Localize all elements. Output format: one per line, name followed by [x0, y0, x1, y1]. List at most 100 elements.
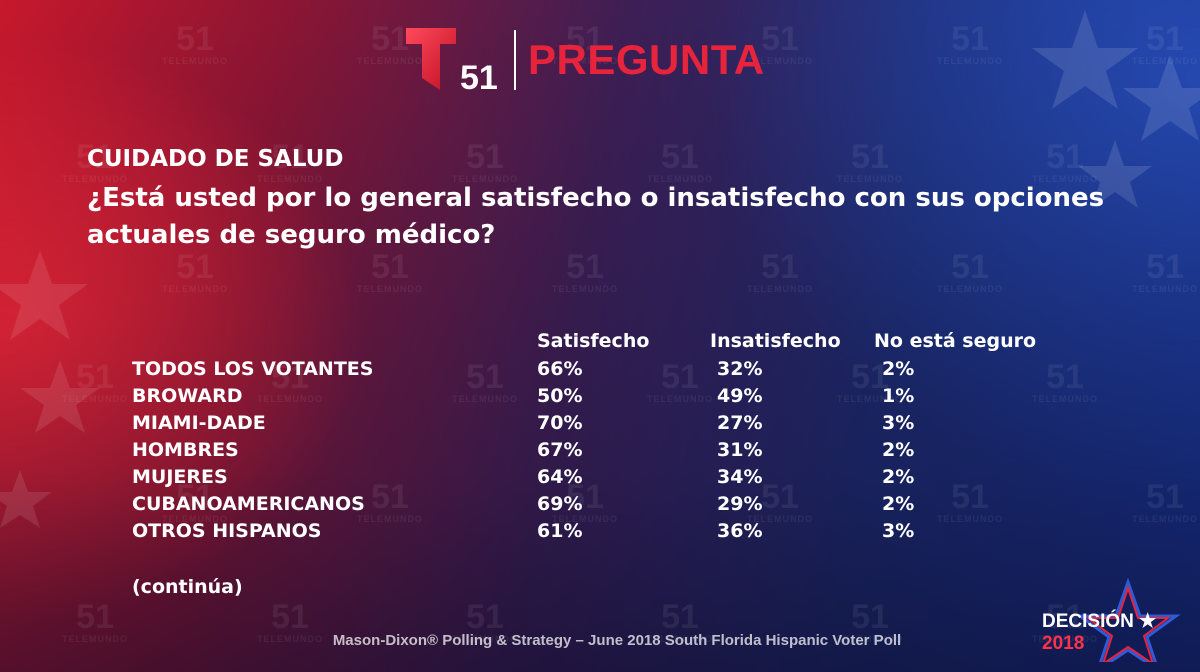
poll-source-footer: Mason-Dixon® Polling & Strategy – June 2…: [332, 632, 902, 649]
watermark-brand: TELEMUNDO: [257, 394, 323, 404]
watermark-number: 51: [176, 20, 214, 58]
telemundo-watermark: 51 TELEMUNDO: [150, 22, 240, 66]
telemundo-watermark: 51 TELEMUNDO: [735, 480, 825, 524]
logo-number: 51: [460, 59, 498, 96]
watermark-brand: TELEMUNDO: [357, 284, 423, 294]
question-topic: CUIDADO DE SALUD: [87, 146, 344, 172]
watermark-brand: TELEMUNDO: [937, 284, 1003, 294]
watermark-brand: TELEMUNDO: [647, 174, 713, 184]
watermark-brand: TELEMUNDO: [552, 56, 618, 66]
watermark-brand: TELEMUNDO: [452, 394, 518, 404]
watermark-brand: TELEMUNDO: [357, 514, 423, 524]
telemundo-watermark: 51 TELEMUNDO: [635, 140, 725, 184]
watermark-number: 51: [661, 358, 699, 396]
telemundo-t-icon: [406, 28, 456, 90]
telemundo-watermark: 51 TELEMUNDO: [925, 480, 1015, 524]
telemundo-watermark: 51 TELEMUNDO: [150, 250, 240, 294]
watermark-number: 51: [566, 20, 604, 58]
watermark-number: 51: [1146, 20, 1184, 58]
telemundo-watermark: 51 TELEMUNDO: [925, 22, 1015, 66]
watermark-number: 51: [1046, 358, 1084, 396]
watermark-brand: TELEMUNDO: [257, 634, 323, 644]
watermark-number: 51: [761, 478, 799, 516]
watermark-number: 51: [271, 598, 309, 636]
watermark-number: 51: [176, 478, 214, 516]
table-cell: 70%: [537, 412, 583, 434]
table-cell: 36%: [717, 520, 763, 542]
table-cell: 50%: [537, 385, 583, 407]
table-cell: 2%: [882, 466, 915, 488]
table-row-label: CUBANOAMERICANOS: [132, 493, 365, 515]
watermark-brand: TELEMUNDO: [647, 394, 713, 404]
watermark-brand: TELEMUNDO: [357, 56, 423, 66]
telemundo-watermark: 51 TELEMUNDO: [245, 140, 335, 184]
watermark-brand: TELEMUNDO: [162, 284, 228, 294]
watermark-brand: TELEMUNDO: [837, 634, 903, 644]
decision-badge-text: DECISIÓN ★ 2018: [1042, 610, 1200, 655]
telemundo-watermark: 51 TELEMUNDO: [440, 360, 530, 404]
watermark-brand: TELEMUNDO: [1132, 514, 1198, 524]
watermark-number: 51: [951, 248, 989, 286]
star-decoration: [1078, 140, 1152, 208]
table-cell: 3%: [882, 520, 915, 542]
watermark-number: 51: [371, 20, 409, 58]
telemundo-watermark: 51 TELEMUNDO: [1020, 600, 1110, 644]
table-cell: 32%: [717, 358, 763, 380]
telemundo-watermark: 51 TELEMUNDO: [1120, 250, 1200, 294]
watermark-number: 51: [176, 248, 214, 286]
outline-star-icon: [1075, 578, 1181, 662]
telemundo-watermark: 51 TELEMUNDO: [540, 22, 630, 66]
table-cell: 3%: [882, 412, 915, 434]
badge-word: DECISIÓN: [1042, 611, 1134, 632]
table-cell: 2%: [882, 358, 915, 380]
telemundo-51-logo: 51: [406, 28, 498, 96]
watermark-brand: TELEMUNDO: [162, 514, 228, 524]
telemundo-watermark: 51 TELEMUNDO: [150, 480, 240, 524]
watermark-number: 51: [761, 248, 799, 286]
watermark-number: 51: [1146, 248, 1184, 286]
watermark-brand: TELEMUNDO: [747, 284, 813, 294]
watermark-brand: TELEMUNDO: [837, 174, 903, 184]
table-row-label: OTROS HISPANOS: [132, 520, 322, 542]
telemundo-watermark: 51 TELEMUNDO: [635, 360, 725, 404]
watermark-number: 51: [76, 138, 114, 176]
telemundo-watermark: 51 TELEMUNDO: [1020, 140, 1110, 184]
table-cell: 2%: [882, 493, 915, 515]
watermark-number: 51: [566, 478, 604, 516]
telemundo-watermark: 51 TELEMUNDO: [50, 360, 140, 404]
watermark-brand: TELEMUNDO: [62, 174, 128, 184]
watermark-brand: TELEMUNDO: [162, 56, 228, 66]
telemundo-watermark: 51 TELEMUNDO: [925, 250, 1015, 294]
question-text: ¿Está usted por lo general satisfecho o …: [87, 183, 1105, 250]
table-cell: 27%: [717, 412, 763, 434]
watermark-brand: TELEMUNDO: [1032, 634, 1098, 644]
table-row-label: BROWARD: [132, 385, 243, 407]
watermark-number: 51: [951, 20, 989, 58]
watermark-number: 51: [761, 20, 799, 58]
column-header: Satisfecho: [537, 330, 650, 352]
telemundo-watermark: 51 TELEMUNDO: [245, 600, 335, 644]
telemundo-watermark: 51 TELEMUNDO: [440, 600, 530, 644]
header-title: PREGUNTA: [528, 36, 765, 83]
continues-label: (continúa): [132, 576, 243, 598]
table-row-label: TODOS LOS VOTANTES: [132, 358, 374, 380]
watermark-number: 51: [851, 358, 889, 396]
watermark-number: 51: [76, 598, 114, 636]
telemundo-watermark: 51 TELEMUNDO: [345, 250, 435, 294]
telemundo-watermark: 51 TELEMUNDO: [540, 480, 630, 524]
table-cell: 64%: [537, 466, 583, 488]
telemundo-watermark: 51 TELEMUNDO: [540, 250, 630, 294]
watermark-number: 51: [951, 478, 989, 516]
watermark-number: 51: [371, 478, 409, 516]
watermark-brand: TELEMUNDO: [1032, 174, 1098, 184]
logo-divider: [514, 30, 516, 90]
star-decoration: [0, 250, 88, 340]
table-row-label: HOMBRES: [132, 439, 239, 461]
watermark-number: 51: [1046, 138, 1084, 176]
watermark-brand: TELEMUNDO: [1132, 56, 1198, 66]
star-decoration: [1123, 55, 1200, 141]
table-cell: 61%: [537, 520, 583, 542]
watermark-brand: TELEMUNDO: [1132, 284, 1198, 294]
watermark-brand: TELEMUNDO: [647, 634, 713, 644]
